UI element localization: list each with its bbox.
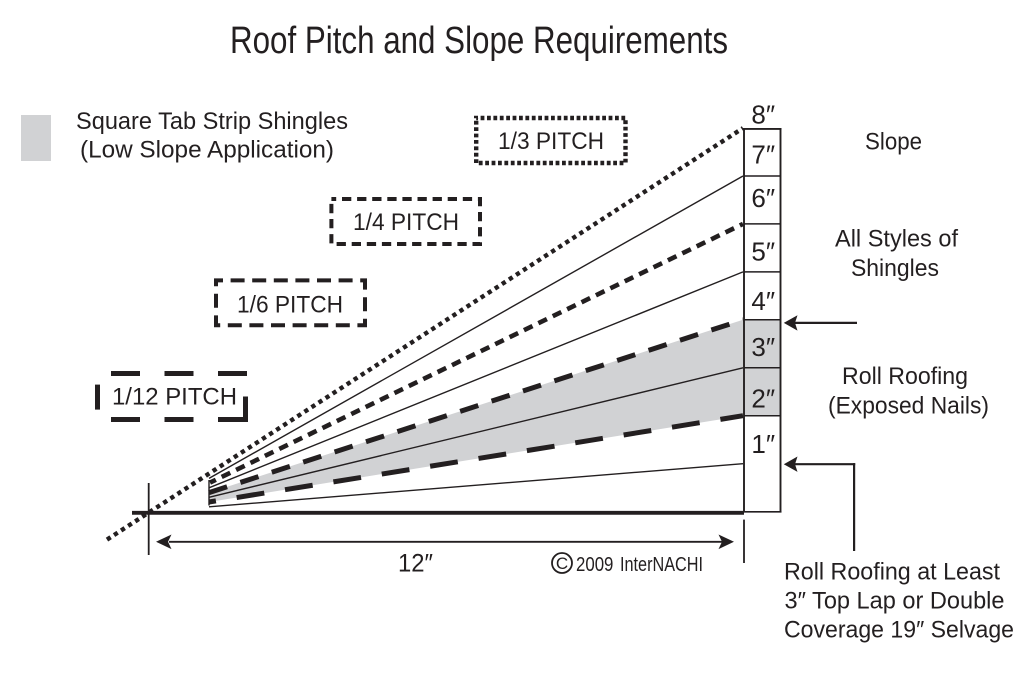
svg-text:2009: 2009 — [576, 553, 613, 576]
svg-text:Square Tab Strip Shingles: Square Tab Strip Shingles — [76, 108, 348, 135]
svg-text:6″: 6″ — [751, 183, 775, 213]
svg-text:Slope: Slope — [865, 128, 922, 155]
svg-text:All Styles of: All Styles of — [835, 225, 958, 252]
svg-text:(Exposed Nails): (Exposed Nails) — [828, 392, 989, 419]
svg-text:1/4 PITCH: 1/4 PITCH — [353, 209, 459, 236]
svg-text:3″ Top Lap or Double: 3″ Top Lap or Double — [785, 587, 1005, 614]
svg-text:1/6 PITCH: 1/6 PITCH — [237, 292, 343, 319]
svg-text:5″: 5″ — [751, 236, 775, 266]
svg-text:12″: 12″ — [398, 550, 433, 578]
svg-text:3″: 3″ — [751, 332, 775, 362]
svg-text:Shingles: Shingles — [851, 255, 939, 282]
svg-text:7″: 7″ — [751, 139, 775, 169]
svg-text:InterNACHI: InterNACHI — [620, 553, 703, 576]
svg-text:1/3 PITCH: 1/3 PITCH — [498, 128, 604, 155]
svg-text:8″: 8″ — [751, 99, 775, 129]
svg-text:Roof Pitch and Slope Requireme: Roof Pitch and Slope Requirements — [230, 20, 728, 62]
svg-text:Roll Roofing at Least: Roll Roofing at Least — [784, 558, 1000, 585]
svg-text:Coverage 19″ Selvage: Coverage 19″ Selvage — [784, 617, 1014, 644]
svg-text:Roll Roofing: Roll Roofing — [842, 363, 968, 390]
svg-text:1″: 1″ — [751, 429, 775, 459]
svg-text:1/12 PITCH: 1/12 PITCH — [112, 384, 237, 411]
svg-text:4″: 4″ — [751, 286, 775, 316]
svg-text:C: C — [556, 554, 568, 573]
svg-text:(Low Slope Application): (Low Slope Application) — [80, 137, 334, 164]
svg-text:2″: 2″ — [751, 384, 775, 414]
